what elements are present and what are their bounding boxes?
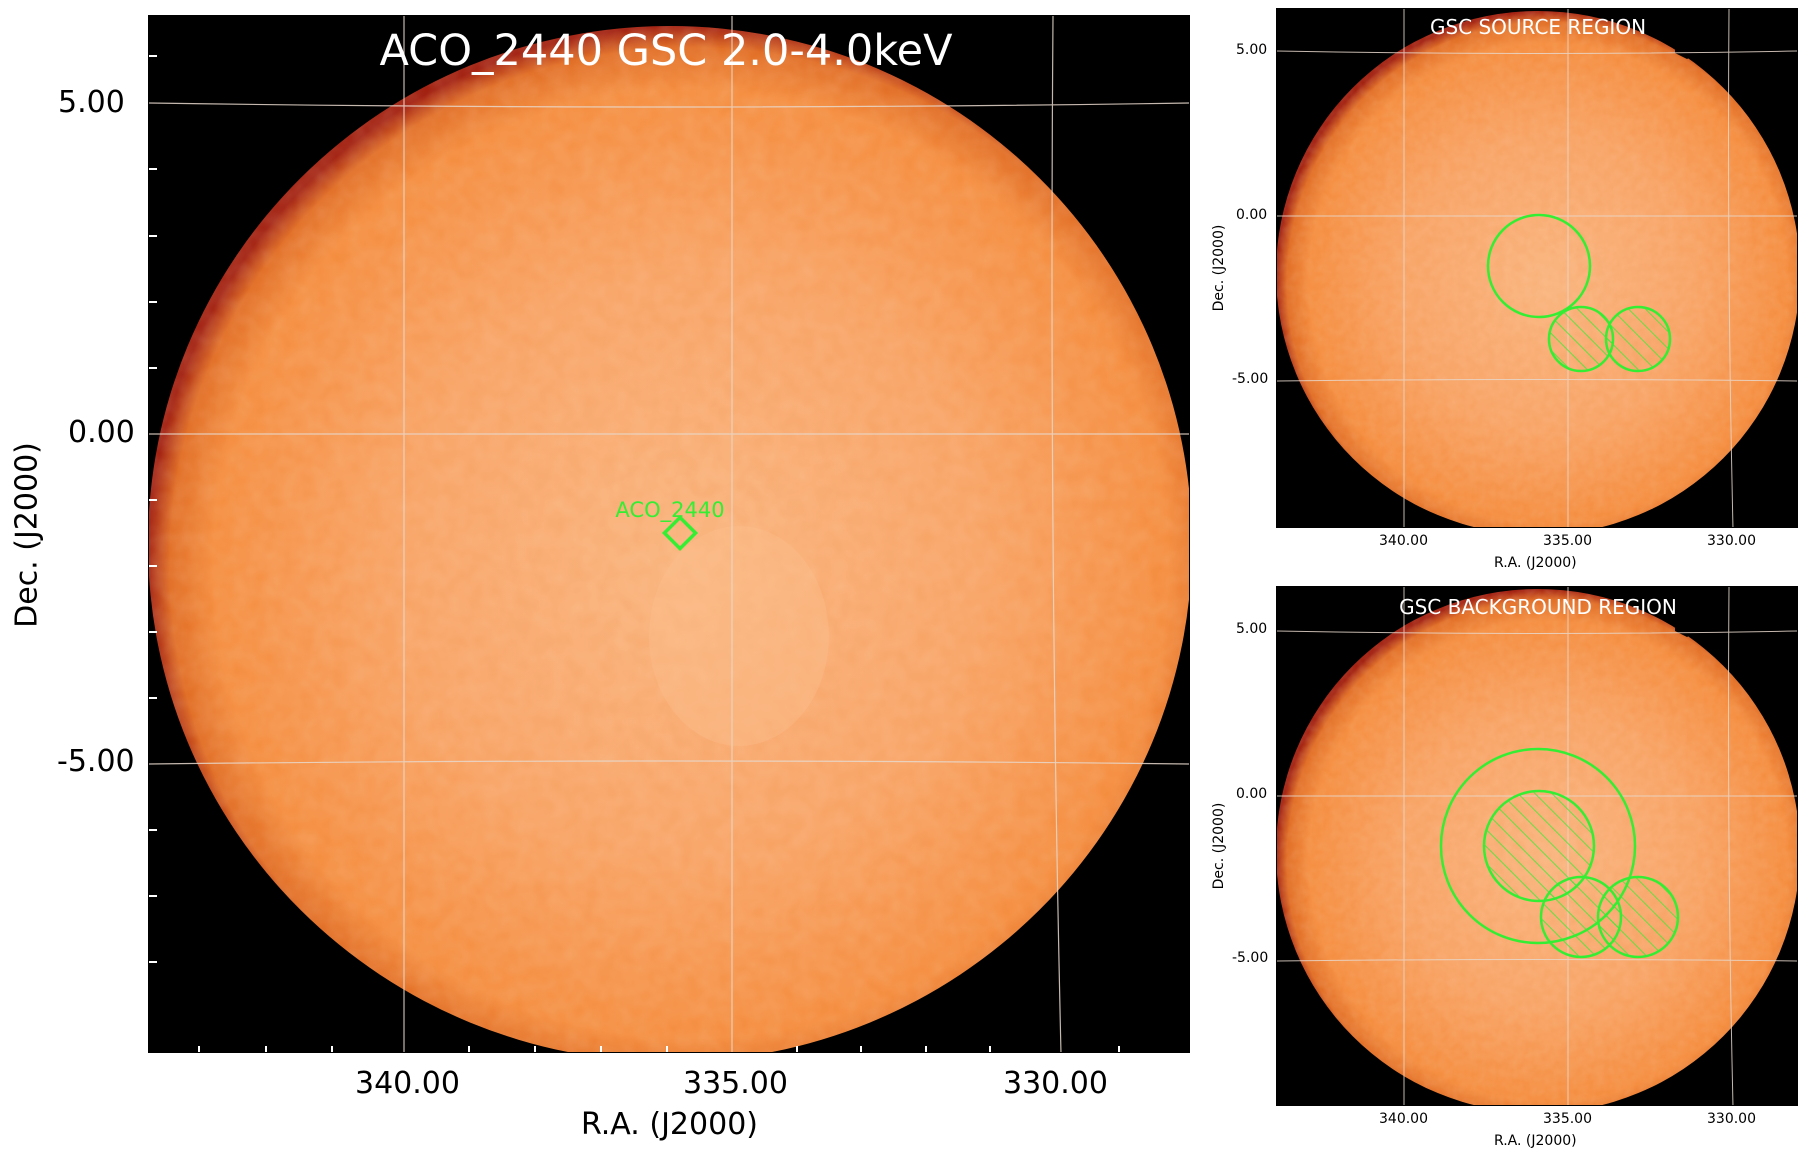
background-image-frame: GSC BACKGROUND REGION xyxy=(1276,586,1798,1106)
source-x-tick-label: 330.00 xyxy=(1707,533,1756,549)
background-x-axis-label: R.A. (J2000) xyxy=(1494,1133,1577,1149)
main-x-axis-label: R.A. (J2000) xyxy=(581,1107,758,1142)
source-region-circle[interactable] xyxy=(1486,213,1592,319)
marker-label: ACO_2440 xyxy=(615,498,725,522)
source-y-tick-label: 0.00 xyxy=(1236,207,1268,223)
excluded-source-circle[interactable] xyxy=(1482,789,1596,903)
main-title: ACO_2440 GSC 2.0-4.0keV xyxy=(379,26,953,76)
source-y-axis-label: Dec. (J2000) xyxy=(1211,224,1227,312)
main-y-tick-label: -5.00 xyxy=(57,744,135,779)
background-x-tick-label: 330.00 xyxy=(1707,1111,1756,1127)
main-image-frame: ACO_2440 GSC 2.0-4.0keV ACO_2440 xyxy=(148,15,1190,1053)
background-x-tick-label: 335.00 xyxy=(1543,1111,1592,1127)
excluded-region-circle[interactable] xyxy=(1604,305,1672,373)
main-y-axis-label: Dec. (J2000) xyxy=(9,442,45,628)
coordinate-grid xyxy=(149,16,1189,1052)
main-x-tick-label: 335.00 xyxy=(683,1066,788,1101)
background-y-tick-label: 0.00 xyxy=(1236,786,1268,802)
background-y-tick-label: 5.00 xyxy=(1236,621,1268,637)
main-y-tick-label: 0.00 xyxy=(68,415,135,450)
source-x-tick-label: 340.00 xyxy=(1379,533,1428,549)
excluded-region-circle[interactable] xyxy=(1547,305,1615,373)
source-panel-title: GSC SOURCE REGION xyxy=(1429,15,1647,39)
background-y-tick-label: -5.00 xyxy=(1232,950,1269,966)
background-panel-title: GSC BACKGROUND REGION xyxy=(1399,595,1677,619)
target-diamond-marker[interactable] xyxy=(661,514,699,552)
main-x-tick-label: 340.00 xyxy=(355,1066,460,1101)
background-x-tick-label: 340.00 xyxy=(1379,1111,1428,1127)
excluded-region-circle[interactable] xyxy=(1596,875,1680,959)
main-sky-image xyxy=(149,16,1189,1052)
background-annulus-outer[interactable] xyxy=(1439,747,1637,945)
source-y-tick-label: -5.00 xyxy=(1232,371,1269,387)
background-sky-image xyxy=(1277,587,1797,1105)
coordinate-grid xyxy=(1277,9,1797,527)
source-x-tick-label: 335.00 xyxy=(1543,533,1592,549)
background-y-axis-label: Dec. (J2000) xyxy=(1211,802,1227,890)
main-y-tick-label: 5.00 xyxy=(58,85,125,120)
source-y-tick-label: 5.00 xyxy=(1236,42,1268,58)
source-sky-image xyxy=(1277,9,1797,527)
source-x-axis-label: R.A. (J2000) xyxy=(1494,555,1577,571)
source-image-frame: GSC SOURCE REGION xyxy=(1276,8,1798,528)
main-x-tick-label: 330.00 xyxy=(1003,1066,1108,1101)
